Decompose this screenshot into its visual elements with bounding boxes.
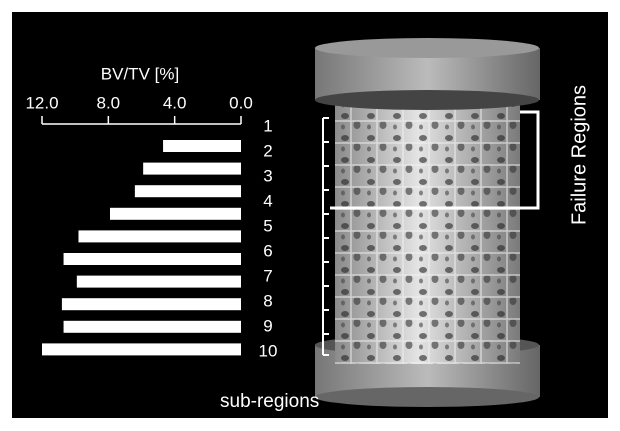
- x-axis-label: BV/TV [%]: [101, 64, 179, 83]
- category-label: 7: [263, 266, 272, 285]
- category-label: 5: [263, 216, 272, 235]
- bar: [42, 343, 241, 355]
- category-label: 2: [263, 141, 272, 160]
- bar: [110, 208, 241, 220]
- category-label: 10: [259, 341, 278, 360]
- figure: BV/TV [%] sub-regions Failure Regions 12…: [0, 0, 620, 431]
- bar: [62, 298, 241, 310]
- annotation: sub-regions: [220, 391, 319, 412]
- bar: [77, 276, 241, 288]
- x-tick-label: 0.0: [229, 93, 253, 112]
- x-tick-label: 12.0: [25, 93, 58, 112]
- bar: [78, 230, 241, 242]
- category-label: 4: [263, 191, 272, 210]
- x-tick-label: 4.0: [163, 93, 187, 112]
- specimen: [315, 38, 540, 407]
- category-label: 6: [263, 241, 272, 260]
- category-label: 1: [263, 116, 272, 135]
- annotation: Failure Regions: [568, 85, 590, 225]
- category-label: 3: [263, 166, 272, 185]
- bar: [163, 140, 241, 152]
- bar: [64, 253, 241, 265]
- category-label: 9: [263, 316, 272, 335]
- bar: [64, 321, 241, 333]
- bar: [143, 163, 241, 175]
- bar: [135, 185, 241, 197]
- x-tick-label: 8.0: [97, 93, 121, 112]
- category-label: 8: [263, 291, 272, 310]
